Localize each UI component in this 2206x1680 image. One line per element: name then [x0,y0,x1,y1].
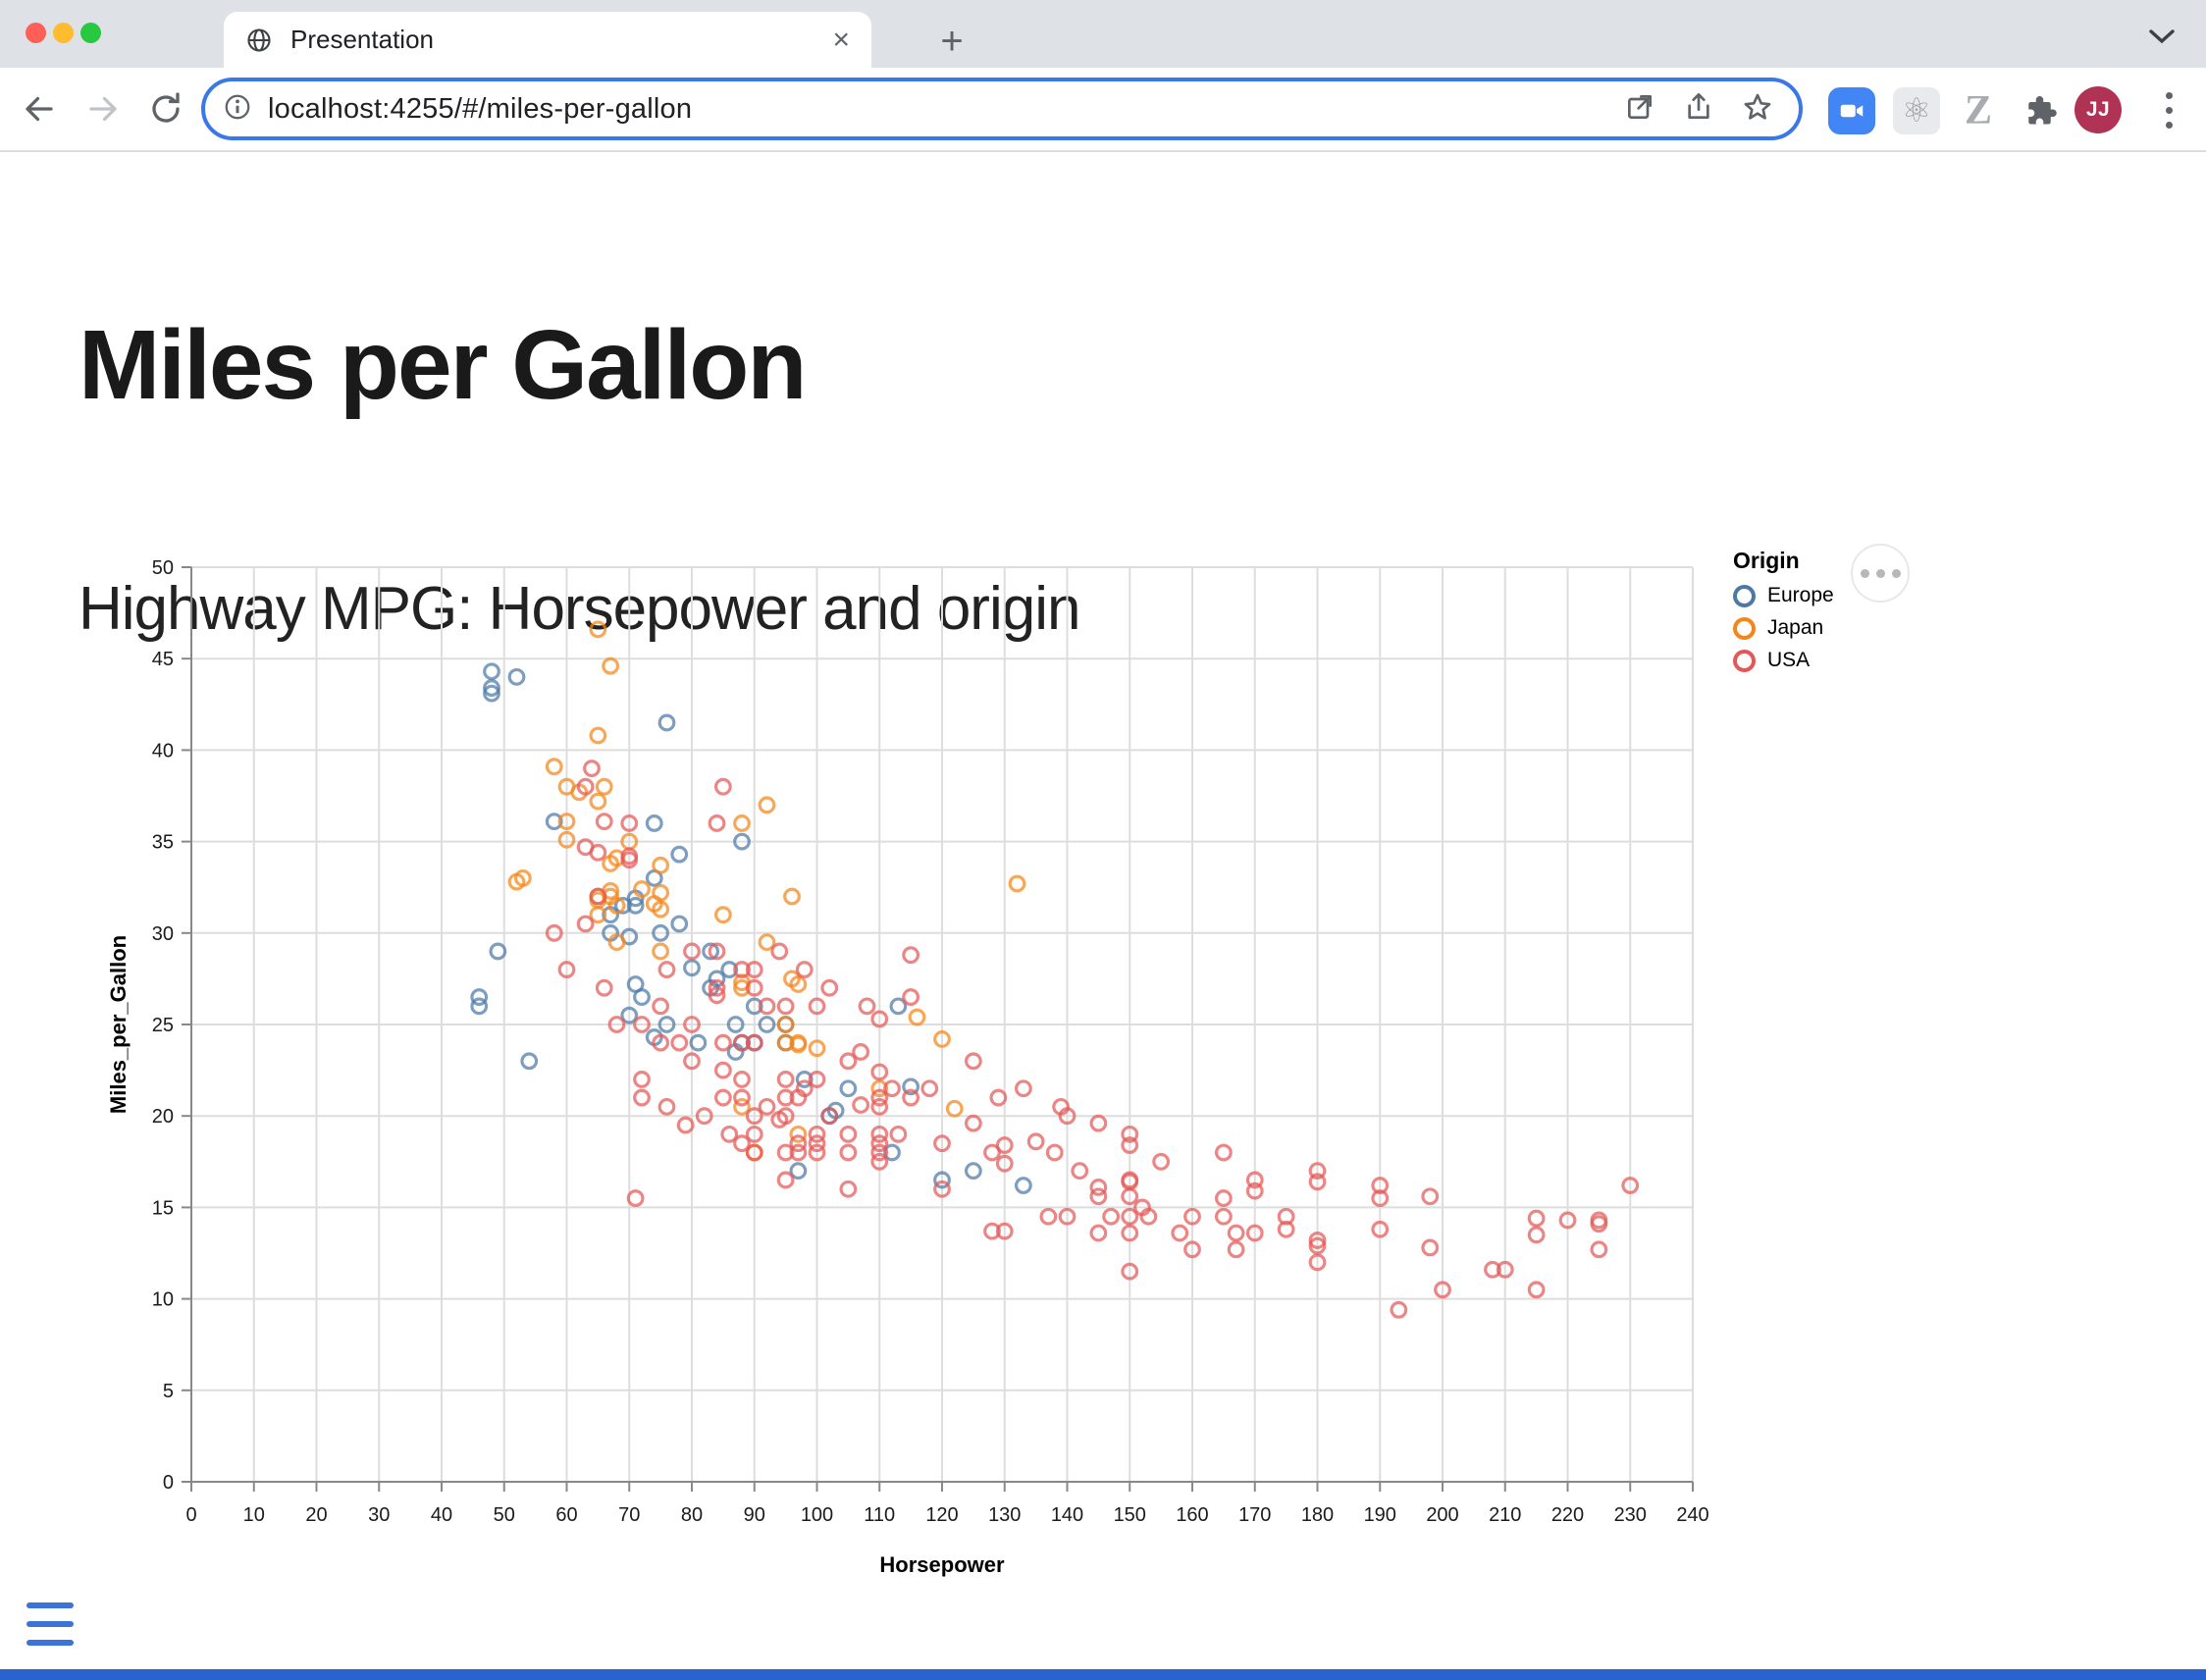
svg-text:160: 160 [1176,1504,1208,1526]
svg-text:40: 40 [431,1504,452,1526]
browser-toolbar: localhost:4255/#/miles-per-gallon [0,68,2206,152]
svg-text:170: 170 [1238,1504,1271,1526]
legend-swatch-icon [1733,616,1756,640]
site-info-icon[interactable] [223,92,252,127]
browser-tab-strip: Presentation × + [0,0,2206,68]
bookmark-star-icon[interactable] [1742,91,1773,128]
svg-text:30: 30 [152,923,174,945]
chart-legend: Origin Europe Japan USA [1733,548,1834,681]
z-extension-icon[interactable]: Z [1964,88,1992,133]
svg-text:50: 50 [494,1504,515,1526]
svg-text:230: 230 [1614,1504,1647,1526]
legend-swatch-icon [1733,649,1756,672]
svg-text:20: 20 [152,1106,174,1128]
reload-icon[interactable] [148,91,184,127]
svg-text:140: 140 [1051,1504,1083,1526]
svg-text:210: 210 [1489,1504,1521,1526]
svg-text:0: 0 [185,1504,196,1526]
scatter-chart: 0 10 20 30 40 50 60 70 80 90 100 110 120 130 140 150 160… [0,535,2206,1673]
legend-item-usa: USA [1733,649,1834,672]
scatter-plot-canvas: 0 10 20 30 40 50 60 70 80 90 100 110 120 130 140 150 160… [106,557,1709,1577]
url-bar[interactable]: localhost:4255/#/miles-per-gallon [201,78,1803,140]
svg-text:30: 30 [368,1504,390,1526]
new-tab-button[interactable]: + [940,19,964,63]
svg-text:35: 35 [152,832,174,854]
svg-text:90: 90 [744,1504,765,1526]
svg-text:200: 200 [1426,1504,1458,1526]
svg-text:10: 10 [152,1289,174,1311]
svg-text:0: 0 [163,1472,174,1494]
svg-text:180: 180 [1301,1504,1334,1526]
chevron-down-icon[interactable] [2147,27,2177,45]
zoom-extension-icon[interactable] [1828,87,1875,134]
svg-text:60: 60 [555,1504,577,1526]
svg-text:Horsepower: Horsepower [879,1552,1005,1577]
profile-avatar[interactable]: JJ [2075,86,2122,133]
legend-item-japan: Japan [1733,616,1834,640]
page-title: Miles per Gallon [79,310,807,420]
svg-text:240: 240 [1676,1504,1708,1526]
svg-text:150: 150 [1114,1504,1146,1526]
open-in-new-icon[interactable] [1624,91,1655,128]
svg-text:100: 100 [801,1504,833,1526]
svg-text:5: 5 [163,1381,174,1402]
legend-label: USA [1767,649,1811,671]
svg-text:80: 80 [681,1504,703,1526]
browser-menu-kebab-icon[interactable] [2155,85,2182,134]
svg-text:110: 110 [864,1504,895,1526]
progress-bar [0,1669,2206,1680]
svg-text:50: 50 [152,557,174,579]
extensions-puzzle-icon[interactable] [2018,87,2065,134]
svg-text:25: 25 [152,1015,174,1036]
svg-text:15: 15 [152,1197,174,1219]
browser-tab[interactable]: Presentation × [224,12,871,68]
back-icon[interactable] [22,91,57,127]
legend-item-europe: Europe [1733,584,1834,607]
slide-menu-hamburger-icon[interactable] [26,1602,74,1646]
chart-actions-button[interactable] [1851,544,1910,603]
forward-icon [85,91,121,127]
legend-swatch-icon [1733,584,1756,607]
svg-text:130: 130 [988,1504,1021,1526]
svg-text:220: 220 [1551,1504,1584,1526]
svg-text:190: 190 [1364,1504,1396,1526]
legend-label: Japan [1767,616,1824,639]
svg-text:Miles_per_Gallon: Miles_per_Gallon [106,935,131,1114]
tab-close-icon[interactable]: × [832,23,850,56]
svg-text:10: 10 [243,1504,265,1526]
page-content: Miles per Gallon Highway MPG: Horsepower… [0,152,2206,1669]
svg-text:120: 120 [925,1504,958,1526]
svg-text:40: 40 [152,740,174,761]
react-devtools-extension-icon[interactable]: ⚛ [1893,87,1940,134]
share-icon[interactable] [1683,91,1714,128]
svg-text:20: 20 [305,1504,327,1526]
legend-title: Origin [1733,548,1800,573]
svg-text:70: 70 [618,1504,640,1526]
svg-text:45: 45 [152,649,174,670]
tab-title: Presentation [290,25,434,54]
minimize-window-button[interactable] [53,23,74,43]
close-window-button[interactable] [26,23,46,43]
url-text[interactable]: localhost:4255/#/miles-per-gallon [268,92,693,125]
page-subtitle: Highway MPG: Horsepower and origin [79,575,1080,643]
maximize-window-button[interactable] [80,23,101,43]
globe-icon [245,26,273,54]
legend-label: Europe [1767,584,1834,606]
